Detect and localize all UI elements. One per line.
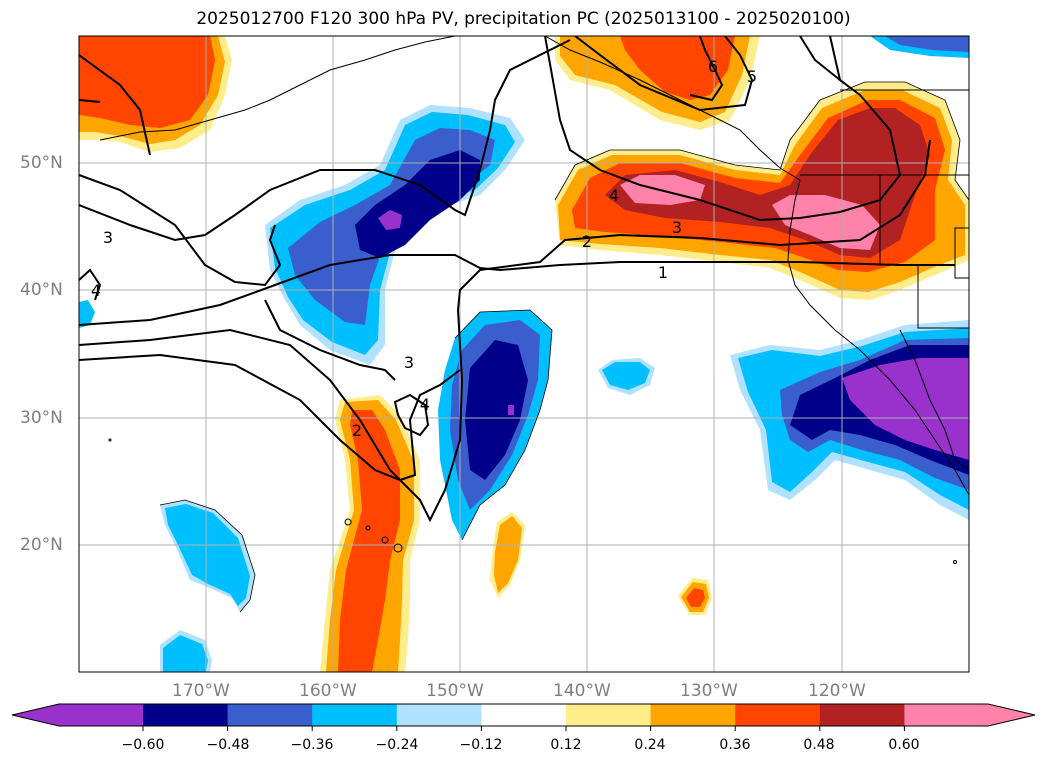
lat-tick-label: 30°N xyxy=(20,408,63,428)
lat-tick-label: 50°N xyxy=(20,153,63,173)
lon-tick-label: 160°W xyxy=(299,681,357,701)
colorbar-outline xyxy=(11,703,1036,727)
pv-contour-3b xyxy=(79,353,461,482)
colorbar-tick-label: 0.36 xyxy=(719,737,751,753)
precip-outlines xyxy=(159,81,969,613)
alaska-coast xyxy=(99,36,456,141)
colorbar-segment xyxy=(227,704,313,726)
colorbar-segment xyxy=(904,704,988,726)
lon-tick-label: 120°W xyxy=(808,681,866,701)
pv-contour-2 xyxy=(79,139,931,523)
pv-contours xyxy=(79,36,955,523)
colorbar-tick-label: 0.24 xyxy=(634,737,666,753)
pv-contour-a xyxy=(544,36,902,222)
colorbar-segment xyxy=(566,704,652,726)
pv-label: 4 xyxy=(91,281,101,300)
pv-contour-4b xyxy=(79,268,102,301)
colorbar-tick-label: 0.12 xyxy=(550,737,582,753)
colorbar-segment xyxy=(481,704,567,726)
pv-label: 4 xyxy=(420,395,430,414)
hawaii-island xyxy=(344,518,352,526)
map-frame xyxy=(78,35,970,673)
colorbar-tick-label: −0.12 xyxy=(459,737,503,753)
graticule xyxy=(79,36,969,672)
lat-tick-label: 40°N xyxy=(20,280,63,300)
pv-label: 3 xyxy=(672,218,682,237)
colorbar-extend-min xyxy=(12,704,59,726)
colorbar-tick-label: −0.48 xyxy=(206,737,250,753)
colorbar-tick-label: −0.24 xyxy=(375,737,419,753)
colorbar-segment xyxy=(396,704,482,726)
pv-contour-6 xyxy=(689,36,724,102)
map-title: 2025012700 F120 300 hPa PV, precipitatio… xyxy=(196,9,851,29)
pv-label: 4 xyxy=(609,186,619,205)
colorbar xyxy=(11,703,1036,731)
pv-contour-1 xyxy=(79,254,955,326)
colorbar-tick-label: −0.36 xyxy=(290,737,334,753)
colorbar-segment xyxy=(59,704,143,726)
pv-contour-5 xyxy=(574,36,754,112)
colorbar-segment xyxy=(312,704,398,726)
west-coast xyxy=(787,179,969,496)
colorbar-segment xyxy=(650,704,736,726)
pv-contour-3 xyxy=(79,39,571,242)
pv-label: 5 xyxy=(747,67,757,86)
pv-label: 6 xyxy=(708,57,718,76)
pv-label: 3 xyxy=(103,228,113,247)
pv-label: 2 xyxy=(582,232,592,251)
colorbar-tick-label: 0.60 xyxy=(888,737,920,753)
pv-label: 2 xyxy=(352,421,362,440)
colorbar-segment xyxy=(735,704,821,726)
lon-tick-label: 150°W xyxy=(426,681,484,701)
map-panel: 1 2 3 4 5 6 2 3 4 3 4 xyxy=(79,36,969,672)
colorbar-segment xyxy=(819,704,905,726)
pv-label: 1 xyxy=(658,263,668,282)
pv-label: 3 xyxy=(404,353,414,372)
pv-contour-labels: 1 2 3 4 5 6 2 3 4 3 4 xyxy=(91,57,757,440)
colorbar-segment xyxy=(143,704,229,726)
colorbar-tick-label: −0.60 xyxy=(121,737,165,753)
colorbar-tick-label: 0.48 xyxy=(803,737,835,753)
lat-tick-label: 20°N xyxy=(20,535,63,555)
lon-tick-label: 170°W xyxy=(172,681,230,701)
lon-tick-label: 140°W xyxy=(553,681,611,701)
pv-contour-4 xyxy=(393,393,430,437)
lon-tick-label: 130°W xyxy=(680,681,738,701)
colorbar-extend-max xyxy=(988,704,1035,726)
